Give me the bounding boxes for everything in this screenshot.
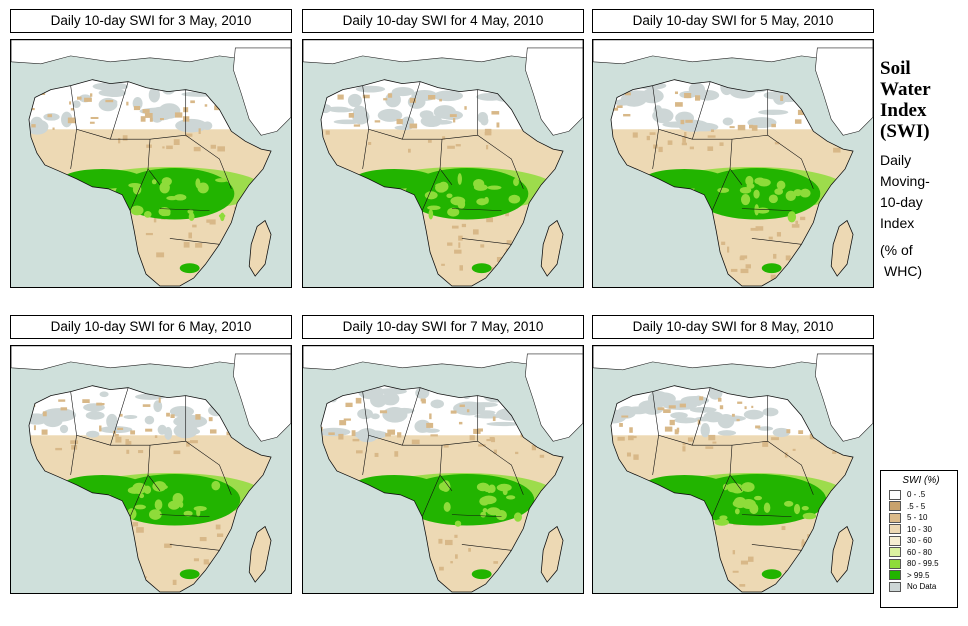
panel-title: Daily 10-day SWI for 6 May, 2010 — [10, 315, 292, 339]
legend-label: .5 - 5 — [907, 501, 926, 511]
legend-swatch — [889, 535, 901, 546]
description-line: Moving- — [880, 173, 930, 189]
swi-map — [592, 39, 874, 288]
unit-line: (% of — [880, 242, 913, 258]
panel-title: Daily 10-day SWI for 5 May, 2010 — [592, 9, 874, 33]
legend-item: No Data — [889, 581, 953, 593]
africa-map-svg — [303, 40, 583, 287]
africa-map-svg — [11, 346, 291, 593]
unit-line: WHC) — [884, 263, 923, 279]
swi-map — [592, 345, 874, 594]
panel-title: Daily 10-day SWI for 4 May, 2010 — [302, 9, 584, 33]
swi-map — [10, 345, 292, 594]
africa-map-svg — [11, 40, 291, 287]
legend-label: 60 - 80 — [907, 547, 932, 557]
description-line: Daily — [880, 152, 912, 168]
map-panel-6: Daily 10-day SWI for 8 May, 2010 — [592, 315, 874, 594]
legend-item: 30 - 60 — [889, 535, 953, 547]
legend-swatch — [889, 570, 901, 581]
legend-label: 5 - 10 — [907, 513, 928, 523]
map-panel-1: Daily 10-day SWI for 3 May, 2010 — [10, 9, 292, 288]
map-legend: SWI (%) 0 - .5 .5 - 5 5 - 10 10 - 30 30 … — [880, 470, 958, 608]
legend-label: 30 - 60 — [907, 536, 932, 546]
title-line: (SWI) — [880, 121, 930, 142]
title-line: Index — [880, 100, 927, 121]
index-description: Daily Moving- 10-day Index — [880, 150, 966, 234]
legend-title: SWI (%) — [902, 475, 940, 486]
legend-item: 5 - 10 — [889, 512, 953, 524]
legend-label: 80 - 99.5 — [907, 559, 939, 569]
swi-map — [302, 345, 584, 594]
description-line: 10-day — [880, 194, 923, 210]
legend-item: 10 - 30 — [889, 524, 953, 536]
legend-item: 60 - 80 — [889, 547, 953, 559]
legend-item: .5 - 5 — [889, 501, 953, 513]
map-panel-3: Daily 10-day SWI for 5 May, 2010 — [592, 9, 874, 288]
legend-label: 0 - .5 — [907, 490, 926, 500]
panel-title: Daily 10-day SWI for 3 May, 2010 — [10, 9, 292, 33]
legend-label: 10 - 30 — [907, 524, 932, 534]
panel-title: Daily 10-day SWI for 8 May, 2010 — [592, 315, 874, 339]
africa-map-svg — [593, 346, 873, 593]
legend-label: No Data — [907, 582, 937, 592]
title-line: Soil — [880, 58, 911, 79]
legend-item: 80 - 99.5 — [889, 558, 953, 570]
map-panel-5: Daily 10-day SWI for 7 May, 2010 — [302, 315, 584, 594]
legend-swatch — [889, 489, 901, 500]
index-unit: (% of WHC) — [880, 240, 966, 282]
africa-map-svg — [593, 40, 873, 287]
index-title: Soil Water Index (SWI) — [880, 58, 966, 142]
legend-swatch — [889, 558, 901, 569]
legend-swatch — [889, 547, 901, 558]
legend-swatch — [889, 581, 901, 592]
map-panel-2: Daily 10-day SWI for 4 May, 2010 — [302, 9, 584, 288]
title-line: Water — [880, 79, 931, 100]
legend-item: 0 - .5 — [889, 489, 953, 501]
panel-title: Daily 10-day SWI for 7 May, 2010 — [302, 315, 584, 339]
legend-item: > 99.5 — [889, 570, 953, 582]
legend-swatch — [889, 524, 901, 535]
description-line: Index — [880, 215, 915, 231]
legend-swatch — [889, 501, 901, 512]
africa-map-svg — [303, 346, 583, 593]
legend-swatch — [889, 512, 901, 523]
legend-label: > 99.5 — [907, 570, 930, 580]
swi-map — [302, 39, 584, 288]
map-panel-4: Daily 10-day SWI for 6 May, 2010 — [10, 315, 292, 594]
swi-map — [10, 39, 292, 288]
